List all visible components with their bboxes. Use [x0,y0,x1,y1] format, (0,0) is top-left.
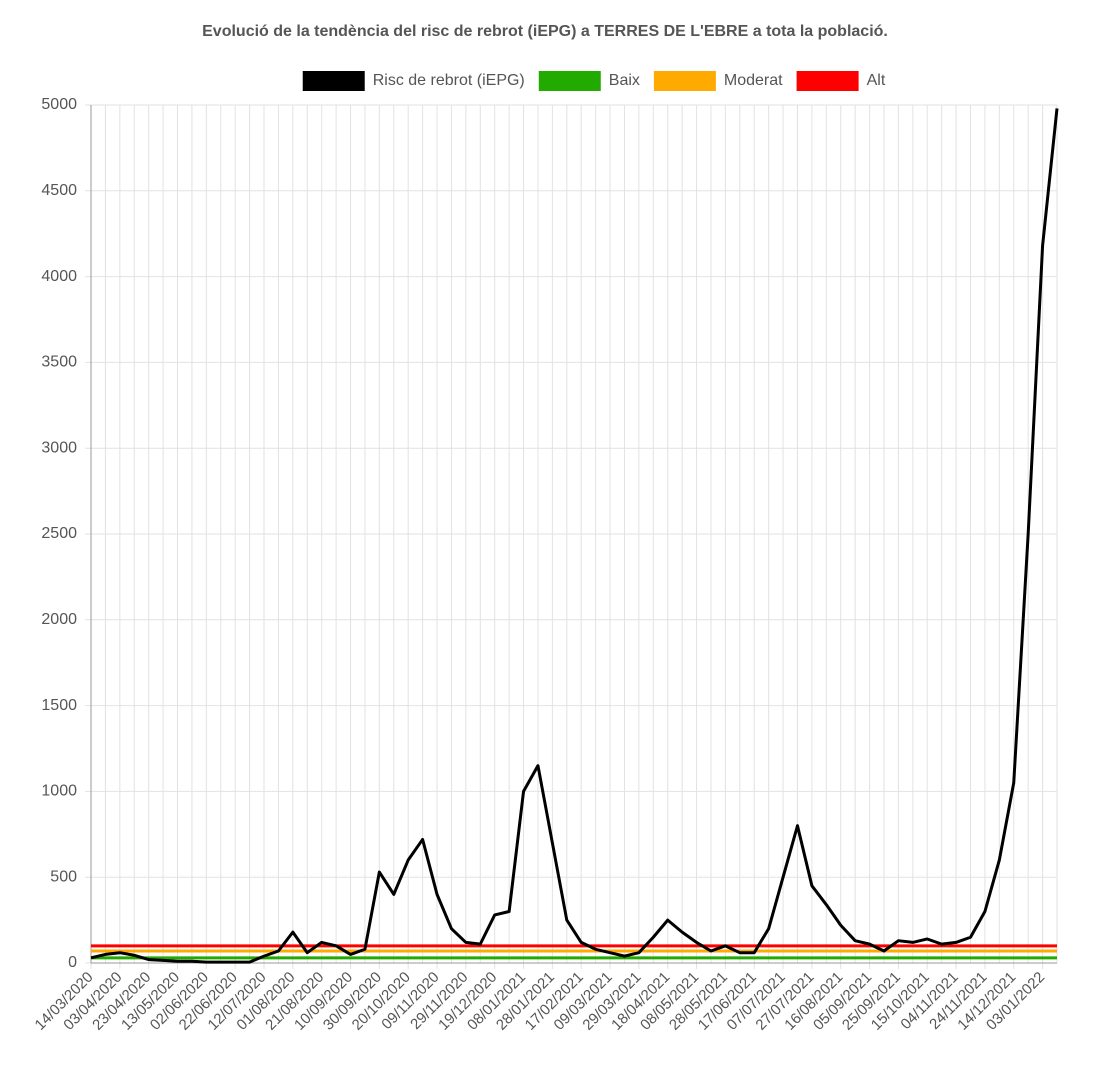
legend-label: Moderat [724,72,783,89]
y-tick-label: 4000 [41,268,77,285]
y-tick-label: 0 [68,954,77,971]
legend-label: Risc de rebrot (iEPG) [373,72,525,89]
y-tick-label: 3500 [41,354,77,371]
data-line [90,108,1059,964]
y-tick-label: 2000 [41,611,77,628]
y-tick-label: 1000 [41,783,77,800]
y-tick-label: 4500 [41,182,77,199]
legend-swatch [796,71,859,91]
y-tick-label: 5000 [41,96,77,113]
y-tick-label: 500 [50,868,77,885]
legend-label: Alt [867,72,886,89]
y-tick-label: 2500 [41,525,77,542]
legend-swatch [653,71,716,91]
legend-swatch [538,71,601,91]
y-tick-label: 1500 [41,697,77,714]
legend-swatch [302,71,365,91]
chart-title: Evolució de la tendència del risc de reb… [202,23,888,40]
legend-label: Baix [609,72,640,89]
y-tick-label: 3000 [41,439,77,456]
